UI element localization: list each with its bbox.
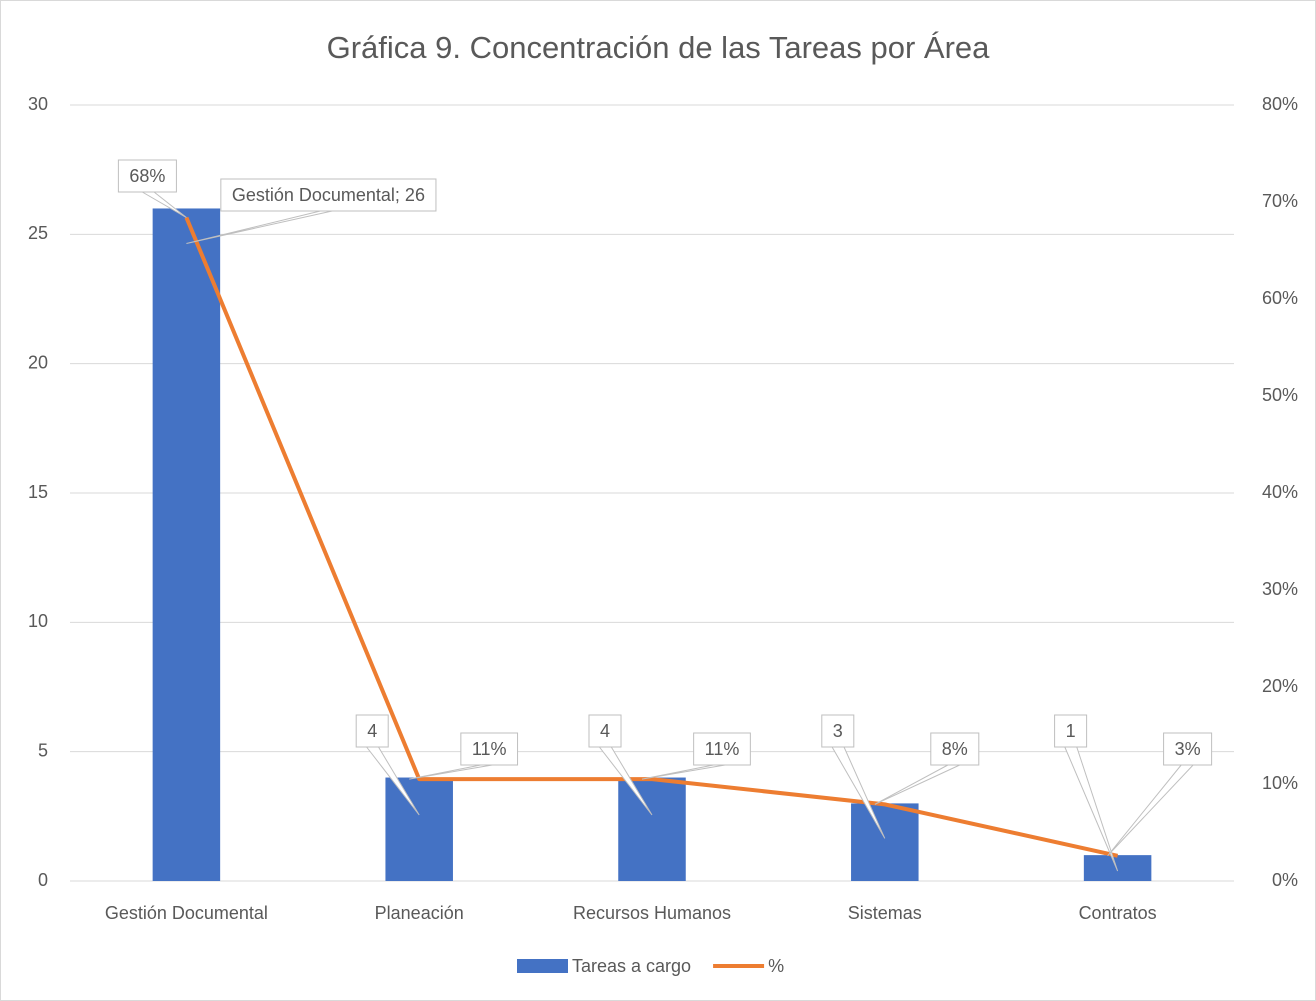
line <box>184 216 1119 858</box>
y2-tick-label: 0% <box>1272 870 1298 890</box>
label-box <box>460 732 519 766</box>
data-label-text: 1 <box>1066 721 1076 741</box>
label-box <box>821 714 855 748</box>
data-label: 3% <box>1107 732 1213 857</box>
y-tick-label: 30 <box>28 94 48 114</box>
x-tick-label: Sistemas <box>848 903 922 923</box>
y2-tick-label: 30% <box>1262 579 1298 599</box>
x-tick-label: Contratos <box>1079 903 1157 923</box>
data-label: 8% <box>874 732 980 805</box>
chart-title: Gráfica 9. Concentración de las Tareas p… <box>327 30 991 65</box>
data-label-text: 11% <box>472 739 507 759</box>
data-label-text: 4 <box>367 721 377 741</box>
bar <box>851 803 919 881</box>
y-tick-label: 25 <box>28 223 48 243</box>
y2-tick-label: 60% <box>1262 288 1298 308</box>
y-tick-label: 20 <box>28 352 48 372</box>
label-box <box>1163 732 1213 766</box>
label-box <box>117 159 177 193</box>
y-tick-label: 0 <box>38 870 48 890</box>
bar <box>618 777 686 881</box>
data-label-text: 11% <box>705 739 740 759</box>
label-box <box>355 714 389 748</box>
bar <box>1083 855 1152 881</box>
data-label: 11% <box>409 732 519 780</box>
y2-tick-label: 70% <box>1262 191 1298 211</box>
y-tick-label: 15 <box>28 482 48 502</box>
legend-swatch <box>517 959 568 973</box>
data-label: 3 <box>821 714 886 839</box>
data-label-text: 4 <box>600 721 610 741</box>
data-label-text: 3% <box>1175 739 1201 759</box>
label-box <box>588 714 622 748</box>
legend-label: % <box>768 956 784 976</box>
data-label: 4 <box>588 714 653 816</box>
x-tick-label: Gestión Documental <box>105 903 268 923</box>
data-label: 68% <box>117 159 187 218</box>
data-label-text: 8% <box>942 739 968 759</box>
label-box <box>220 178 437 212</box>
y2-tick-label: 10% <box>1262 773 1298 793</box>
y2-tick-label: 20% <box>1262 676 1298 696</box>
y2-tick-label: 50% <box>1262 385 1298 405</box>
bar <box>385 777 453 881</box>
label-box <box>930 732 980 766</box>
data-label-text: Gestión Documental; 26 <box>232 185 425 205</box>
y-tick-label: 10 <box>28 611 48 631</box>
data-label-text: 68% <box>129 166 165 186</box>
data-label-text: 3 <box>833 721 843 741</box>
data-label: 4 <box>355 714 420 816</box>
y2-tick-label: 80% <box>1262 94 1298 114</box>
label-box <box>1054 714 1088 748</box>
x-tick-label: Planeación <box>375 903 464 923</box>
data-label: 11% <box>641 732 751 780</box>
label-box <box>693 732 751 766</box>
y-tick-label: 5 <box>38 740 48 760</box>
y2-tick-label: 40% <box>1262 482 1298 502</box>
bar <box>152 208 221 881</box>
x-tick-label: Recursos Humanos <box>573 903 731 923</box>
data-label: 1 <box>1054 714 1119 872</box>
legend-label: Tareas a cargo <box>572 956 691 976</box>
data-label: Gestión Documental; 26 <box>186 178 437 244</box>
